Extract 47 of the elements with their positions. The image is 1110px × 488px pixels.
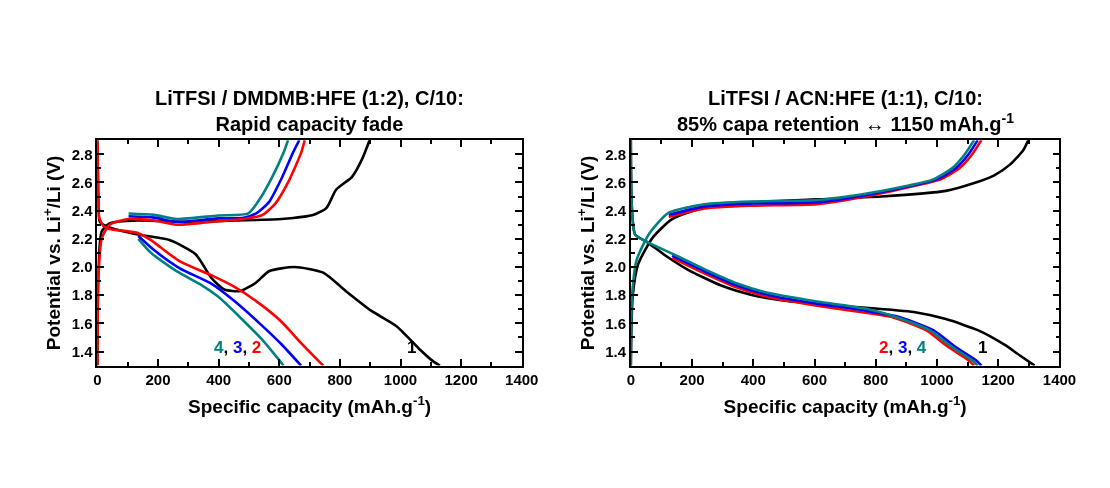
x-tick-label: 400 [740, 371, 766, 389]
chart-title: LiTFSI / DMDMB:HFE (1:2), C/10: Rapid capacity fade [155, 87, 464, 135]
series-label: 4 [916, 338, 927, 357]
y-tick-label: 2.0 [605, 258, 627, 276]
x-tick-label: 400 [206, 371, 232, 389]
x-tick-label: 0 [626, 371, 635, 389]
y-tick-label: 2.2 [605, 230, 627, 248]
x-tick-label: 200 [145, 371, 171, 389]
y-tick-label: 1.6 [71, 314, 93, 332]
x-axis-title: Specific capacity (mAh.g$^{-1}$) [723, 392, 967, 417]
y-tick-label: 2.2 [71, 230, 93, 248]
annotation: , [223, 338, 229, 357]
y-tick-label: 2.8 [71, 145, 93, 163]
y-tick-label: 2.4 [71, 201, 94, 219]
text: , [242, 338, 248, 357]
annotation: , [888, 338, 894, 357]
series-label: 3 [897, 338, 908, 357]
series-label: 3 [232, 338, 243, 357]
x-tick-label: 1000 [920, 371, 954, 389]
y-tick-label: 1.4 [71, 342, 94, 360]
y-tick-label: 2.4 [605, 201, 627, 219]
y-tick-label: 2.6 [71, 173, 93, 191]
y-tick-label: 2.6 [605, 173, 627, 191]
x-tick-label: 1000 [383, 371, 418, 389]
x-tick-label: 800 [863, 371, 889, 389]
series-label: 2 [879, 338, 889, 357]
y-tick-label: 1.8 [605, 286, 627, 304]
x-tick-label: 600 [266, 371, 292, 389]
series-label: 2 [251, 338, 262, 357]
x-tick-label: 0 [93, 371, 102, 389]
y-tick-label: 1.4 [605, 342, 627, 360]
series-label: 1 [978, 338, 988, 357]
x-tick-label: 200 [679, 371, 705, 389]
series-label: 4 [214, 338, 224, 357]
x-tick-label: 800 [327, 371, 353, 389]
chart-title: LiTFSI / ACN:HFE (1:1), C/10: 85% capa retention ↔ 1150 mAh.g$^{-1}$ [677, 87, 1015, 135]
text: , [907, 338, 913, 357]
x-tick-label: 1400 [505, 371, 539, 389]
x-tick-label: 1400 [1042, 371, 1077, 389]
y-tick-label: 2.0 [71, 258, 93, 276]
y-tick-label: 2.8 [605, 145, 627, 163]
y-tick-label: 1.6 [605, 314, 627, 332]
y-tick-label: 1.8 [71, 286, 93, 304]
x-tick-label: 1200 [981, 371, 1015, 389]
x-tick-label: 600 [802, 371, 828, 389]
x-axis-title: Specific capacity (mAh.g$^{-1}$) [188, 392, 432, 417]
x-tick-label: 1200 [444, 371, 478, 389]
